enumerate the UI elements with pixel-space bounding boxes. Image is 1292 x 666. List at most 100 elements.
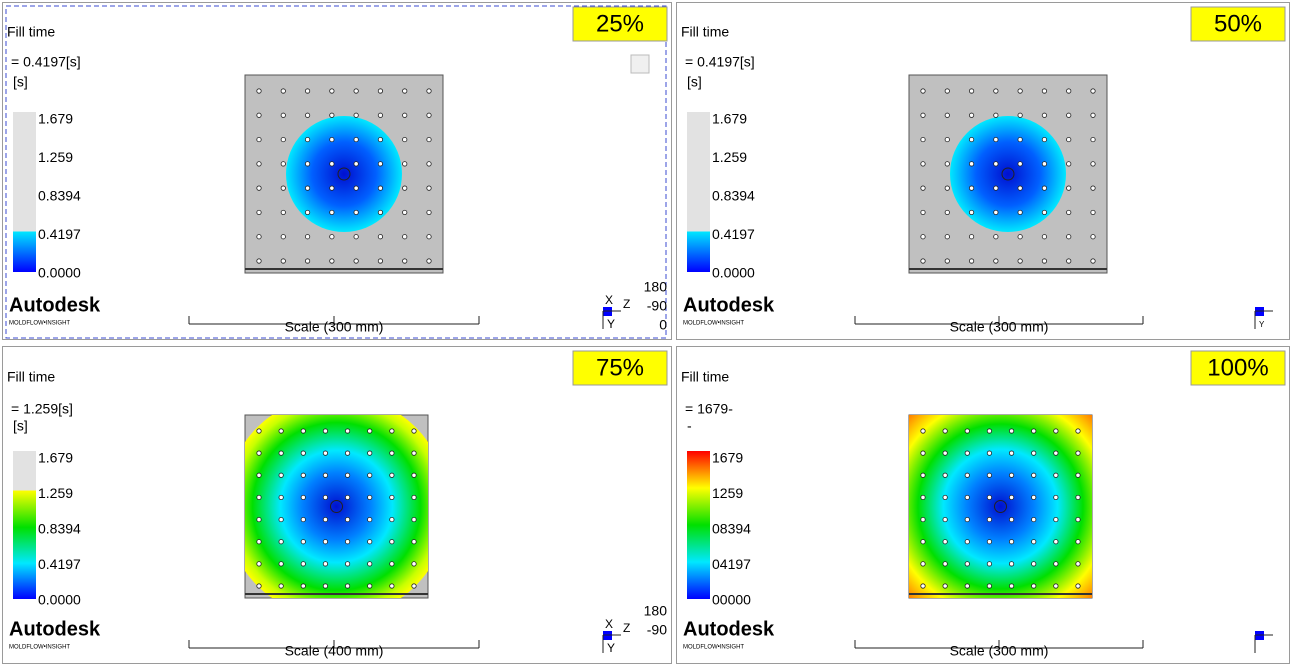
pin-dot xyxy=(942,428,948,434)
fill-front xyxy=(286,116,402,232)
pin-dot xyxy=(280,88,286,94)
legend-label: 1.679 xyxy=(38,111,73,127)
pin-dot xyxy=(411,450,417,456)
pin-dot xyxy=(1075,561,1081,567)
angle-label: -90 xyxy=(647,298,667,314)
brand-name: Autodesk xyxy=(683,294,775,316)
pin-dot xyxy=(256,88,262,94)
pin-dot xyxy=(993,136,999,143)
panel-canvas: Fill time = 1679-- 1679 1259 08394 04197 00000… xyxy=(681,350,1286,659)
pin-dot xyxy=(322,450,329,456)
pin-dot xyxy=(353,185,359,191)
pin-dot xyxy=(944,234,950,240)
pin-dot xyxy=(1090,209,1096,216)
result-panel[interactable]: Fill time = 0.4197[s] [s] 1.679 1.259 0.8394 0… xyxy=(676,2,1290,340)
pin-dot xyxy=(300,516,306,523)
pin-dot xyxy=(344,428,351,434)
pin-dot xyxy=(1053,583,1059,589)
pin-dot xyxy=(944,258,950,264)
legend-gray xyxy=(13,112,36,232)
pin-dot xyxy=(993,161,999,167)
pin-dot xyxy=(986,472,993,478)
pin-dot xyxy=(1031,516,1037,523)
pin-dot xyxy=(329,234,335,240)
unit-label: [s] xyxy=(13,74,28,90)
percent-badge xyxy=(572,6,668,42)
pin-dot xyxy=(256,583,262,589)
pin-dot xyxy=(389,494,395,501)
pin-dot xyxy=(280,234,286,240)
pin-dot xyxy=(256,209,262,216)
pin-dot xyxy=(920,112,926,118)
pin-dot xyxy=(256,539,262,545)
pin-dot xyxy=(1090,88,1096,94)
pin-dot xyxy=(256,561,262,567)
result-panel[interactable]: Fill time = 0.4197[s] [s] 1.679 1.259 0.8394 0… xyxy=(2,2,672,340)
pin-dot xyxy=(304,185,311,191)
pin-dot xyxy=(942,561,948,567)
gate xyxy=(1001,167,1015,181)
result-title: Fill time xyxy=(7,369,55,385)
pin-dot xyxy=(389,516,395,523)
pin-dot xyxy=(944,136,950,143)
result-panel[interactable]: Fill time = 1679- - 1679 1259 08394 04197 00000… xyxy=(676,346,1290,664)
pin-dot xyxy=(1066,209,1072,216)
pin-dot xyxy=(986,516,993,523)
pin-dot xyxy=(1066,185,1072,191)
pin-dot xyxy=(367,472,373,478)
axis-label: Y xyxy=(607,641,615,655)
axis-label: X xyxy=(605,293,613,307)
pin-dot xyxy=(920,428,926,434)
pin-dot xyxy=(920,136,926,143)
percent-badge xyxy=(572,350,668,386)
pin-dot xyxy=(968,112,975,118)
pin-dot xyxy=(1053,561,1059,567)
pin-dot xyxy=(993,185,999,191)
result-title: Fill time xyxy=(681,24,729,40)
pin-dot xyxy=(353,88,359,94)
pin-dot xyxy=(367,561,373,567)
pin-dot xyxy=(426,258,432,264)
legend-label: 1.679 xyxy=(712,111,747,127)
brand-name: Autodesk xyxy=(9,618,101,640)
pin-dot xyxy=(1008,583,1015,589)
pin-dot xyxy=(353,112,359,118)
pin-dot xyxy=(964,428,970,434)
pin-dot xyxy=(329,209,335,216)
pin-dot xyxy=(986,539,993,545)
pin-dot xyxy=(944,161,950,167)
pin-dot xyxy=(964,539,970,545)
fill-front xyxy=(245,415,428,598)
pin-dot xyxy=(1041,112,1048,118)
legend-label: 0.0000 xyxy=(712,265,755,281)
pin-dot xyxy=(1090,112,1096,118)
pin-dot xyxy=(1075,428,1081,434)
pin-dot xyxy=(344,450,351,456)
percent-label: 75% xyxy=(596,354,644,381)
legend-label: 1259 xyxy=(712,485,743,501)
pin-dot xyxy=(1008,561,1015,567)
pin-dot xyxy=(1090,185,1096,191)
pin-dot xyxy=(367,539,373,545)
pin-dot xyxy=(304,234,311,240)
axis-label: Z xyxy=(623,297,630,311)
pin-dot xyxy=(426,209,432,216)
pin-dot xyxy=(993,112,999,118)
pin-dot xyxy=(1090,136,1096,143)
pin-dot xyxy=(300,450,306,456)
legend-label: 0.4197 xyxy=(38,556,81,572)
pin-dot xyxy=(986,583,993,589)
unit-label: [s] xyxy=(687,74,702,90)
pin-dot xyxy=(329,161,335,167)
legend-label: 1.259 xyxy=(38,149,73,165)
pin-dot xyxy=(993,88,999,94)
pin-dot xyxy=(322,539,329,545)
pin-dot xyxy=(1090,258,1096,264)
pin-dot xyxy=(1017,185,1023,191)
pin-dot xyxy=(278,583,284,589)
legend-gray xyxy=(13,451,36,491)
selection-frame xyxy=(5,5,667,339)
pin-dot xyxy=(402,209,408,216)
pin-dot xyxy=(402,185,408,191)
result-panel[interactable]: Fill time = 1.259[s] [s] 1.679 1.259 0.8394 0.… xyxy=(2,346,672,664)
